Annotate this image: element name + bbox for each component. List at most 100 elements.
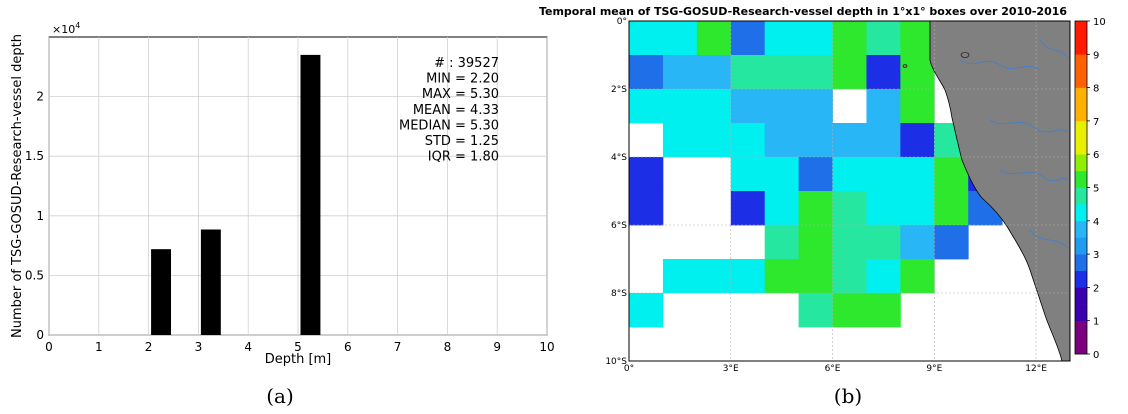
latitude-label: 6°S — [611, 221, 627, 231]
heatmap-cell — [764, 123, 800, 158]
x-tick-label: 10 — [539, 340, 554, 354]
map-title: Temporal mean of TSG-GOSUD-Research-vess… — [539, 5, 1067, 18]
heatmap-cell — [832, 21, 867, 56]
colorbar-tick-label: 10 — [1093, 17, 1106, 28]
colorbar-tick-label: 9 — [1093, 50, 1099, 61]
colorbar-segment — [1075, 204, 1087, 222]
histogram-x-tick-labels: 0 1 2 3 4 5 6 7 8 9 10 — [45, 340, 554, 354]
heatmap-cell — [764, 21, 800, 56]
colorbar-segment — [1075, 70, 1087, 88]
heatmap-cell — [629, 21, 664, 56]
island — [902, 64, 908, 68]
heatmap-cell — [832, 293, 867, 328]
coastline-land — [929, 20, 1071, 362]
histogram-bar — [151, 249, 172, 335]
heatmap-cell — [730, 55, 766, 90]
map-panel: Temporal mean of TSG-GOSUD-Research-vess… — [539, 5, 1106, 408]
heatmap-cell — [900, 123, 935, 158]
colorbar-segment — [1075, 120, 1087, 138]
heatmap-cell — [629, 89, 664, 124]
latitude-label: 8°S — [611, 289, 627, 299]
latitude-label: 10°S — [605, 357, 627, 367]
map-latitude-labels: 0° 2°S 4°S 6°S 8°S 10°S — [605, 17, 627, 367]
heatmap-cell — [662, 123, 698, 158]
heatmap-cell — [798, 89, 833, 124]
heatmap-cell — [764, 89, 800, 124]
heatmap-cell — [832, 123, 867, 158]
heatmap-cell — [866, 293, 901, 328]
colorbar-segment — [1075, 337, 1087, 355]
heatmap-cell — [900, 55, 935, 90]
histogram-x-axis-label: Depth [m] — [265, 352, 332, 367]
x-tick-label: 0 — [45, 340, 53, 354]
heatmap-cell — [629, 293, 664, 328]
x-tick-label: 1 — [95, 340, 103, 354]
heatmap-cell — [832, 225, 867, 260]
latitude-label: 4°S — [611, 153, 627, 163]
colorbar-segment — [1075, 320, 1087, 338]
colorbar-segment — [1075, 287, 1087, 305]
colorbar-segment — [1075, 54, 1087, 72]
stat-line: MAX = 5.30 — [422, 87, 499, 102]
heatmap-cell — [730, 123, 766, 158]
heatmap-cell — [798, 123, 833, 158]
histogram-grid — [48, 37, 548, 336]
latitude-label: 0° — [617, 17, 627, 27]
heatmap-cell — [900, 157, 935, 192]
stat-line: MEAN = 4.33 — [413, 103, 499, 118]
heatmap-cell — [798, 225, 833, 260]
heatmap-cell — [900, 225, 935, 260]
heatmap-cell — [730, 21, 766, 56]
histogram-bar — [200, 229, 221, 335]
colorbar-segment — [1075, 220, 1087, 238]
colorbar-segment — [1075, 154, 1087, 172]
heatmap-cell — [696, 89, 732, 124]
colorbar-tick-label: 0 — [1093, 350, 1099, 361]
histogram-panel: 0 1 2 3 4 5 6 7 8 9 10 0 0.5 1 1.5 2 ×104 Depth [m] Nu… — [10, 21, 555, 408]
longitude-label: 6°E — [825, 364, 841, 374]
y-tick-label: 1.5 — [25, 149, 44, 163]
heatmap-cell — [866, 123, 901, 158]
latitude-label: 2°S — [611, 85, 627, 95]
longitude-label: 0° — [624, 364, 634, 374]
heatmap-cell — [629, 55, 664, 90]
heatmap-cell — [629, 157, 664, 192]
x-tick-label: 2 — [145, 340, 153, 354]
colorbar-tick-label: 3 — [1093, 250, 1099, 261]
heatmap-cell — [866, 259, 901, 294]
heatmap-cell — [764, 55, 800, 90]
heatmap-cell — [662, 21, 698, 56]
heatmap-cell — [934, 225, 969, 260]
heatmap-cell — [764, 225, 800, 260]
y-axis-multiplier: ×104 — [52, 21, 80, 36]
colorbar-tick-label: 6 — [1093, 150, 1099, 161]
heatmap-cell — [832, 259, 867, 294]
colorbar-segment — [1075, 237, 1087, 255]
heatmap-cell — [696, 259, 732, 294]
heatmap-cell — [730, 89, 766, 124]
colorbar-segment — [1075, 21, 1087, 38]
colorbar-segment — [1075, 37, 1087, 55]
x-tick-label: 3 — [195, 340, 203, 354]
colorbar-tick-label: 4 — [1093, 217, 1099, 228]
river-line — [1039, 39, 1069, 59]
heatmap-cell — [730, 191, 766, 226]
histogram-bar — [300, 54, 321, 335]
colorbar-segment — [1075, 170, 1087, 188]
heatmap-cell — [866, 157, 901, 192]
heatmap-cell — [730, 157, 766, 192]
colorbar-tick-label: 8 — [1093, 84, 1099, 95]
heatmap-cell — [900, 191, 935, 226]
stat-line: MEDIAN = 5.30 — [399, 118, 499, 133]
x-tick-label: 9 — [493, 340, 501, 354]
river-line — [959, 59, 1041, 71]
heatmap-cell — [798, 21, 833, 56]
colorbar-segment — [1075, 304, 1087, 321]
colorbar-segment — [1075, 187, 1087, 205]
heatmap-cell — [696, 21, 732, 56]
heatmap-cell — [629, 191, 664, 226]
heatmap-cell — [832, 157, 867, 192]
stat-line: MIN = 2.20 — [426, 72, 499, 87]
colorbar-segment — [1075, 104, 1087, 122]
